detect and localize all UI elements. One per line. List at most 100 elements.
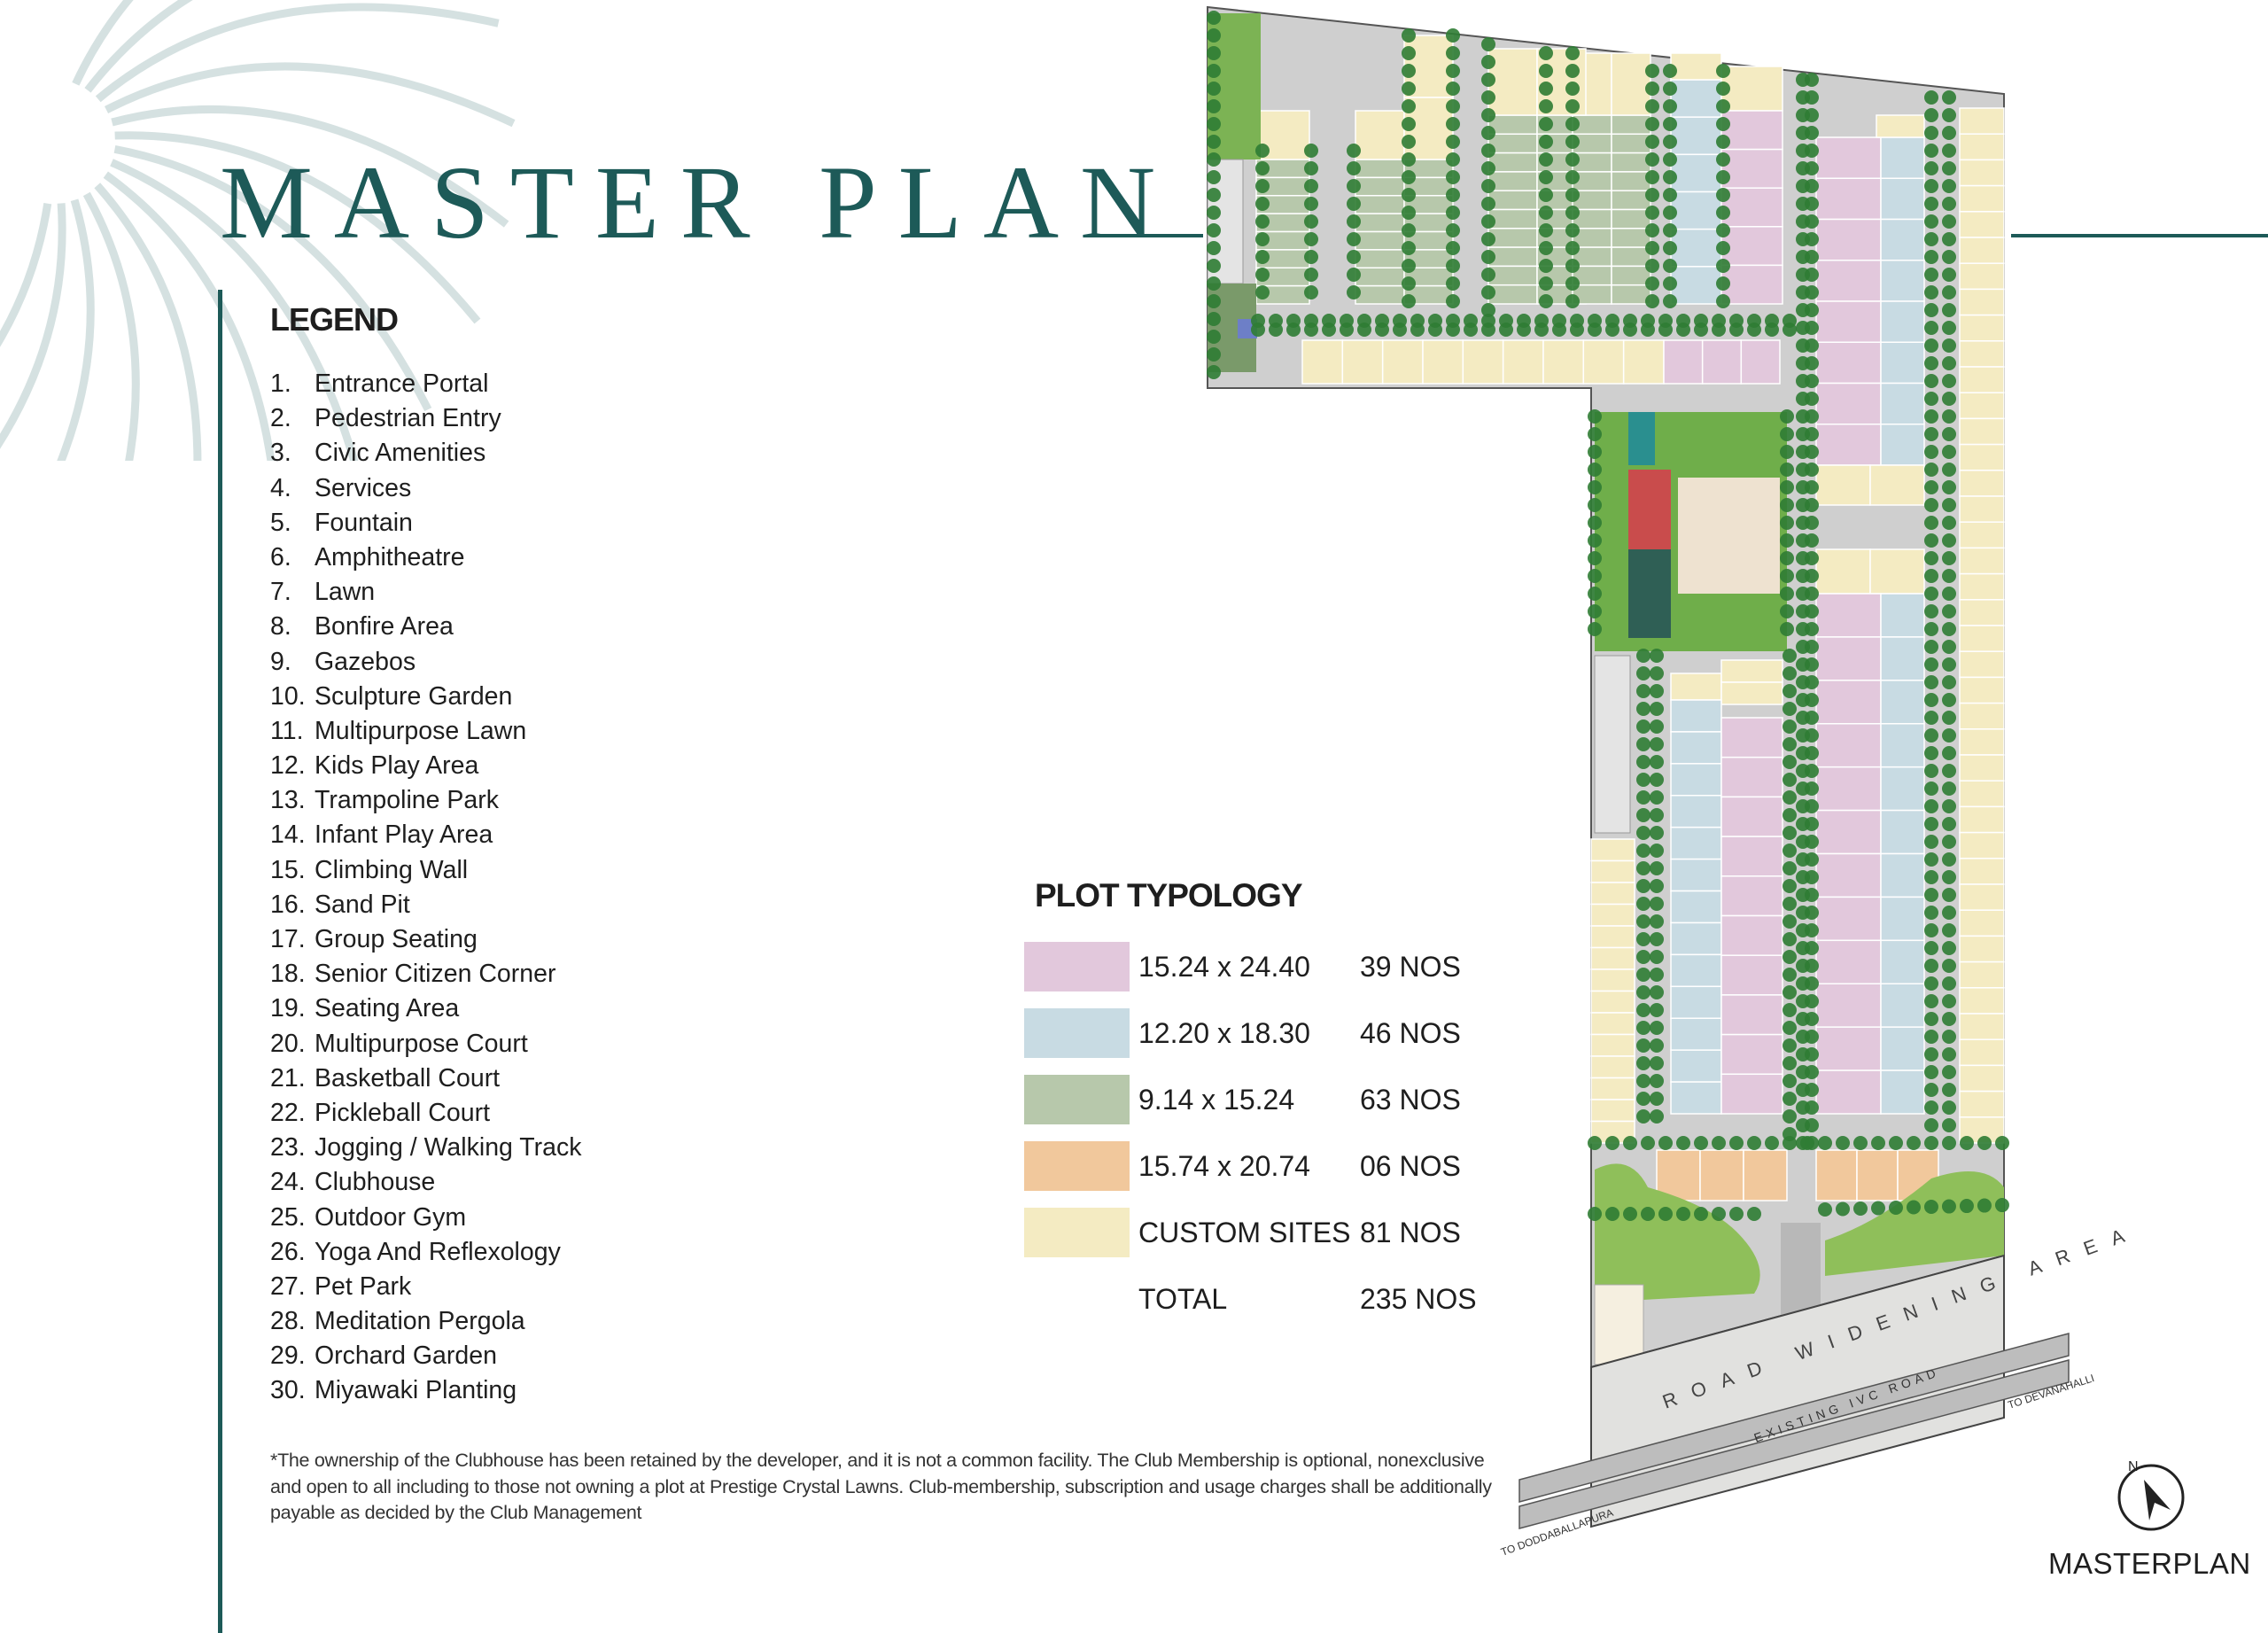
- plot: [1670, 266, 1722, 305]
- plot: [1487, 246, 1538, 268]
- legend-item: 19. Seating Area: [270, 991, 582, 1026]
- plot: [1670, 763, 1722, 797]
- plot: [1959, 650, 2005, 679]
- tree-row: [1818, 1198, 2011, 1217]
- legend-item-number: 2.: [270, 404, 291, 433]
- plot: [1959, 340, 2005, 368]
- plot: [1720, 148, 1783, 189]
- plot-size: 15.74 x 20.74: [1138, 1149, 1310, 1182]
- legend-item-label: Lawn: [315, 578, 376, 607]
- existing-road-lane: [1518, 1359, 2070, 1529]
- plot: [1959, 831, 2005, 859]
- plot: [1959, 288, 2005, 316]
- legend-item-label: Climbing Wall: [315, 855, 469, 884]
- plot: [1590, 903, 1635, 927]
- plot: [1590, 1033, 1635, 1057]
- plot: [1869, 548, 1925, 595]
- plot: [1355, 195, 1405, 214]
- plot: [1670, 1081, 1722, 1115]
- legend-item-label: Yoga And Reflexology: [315, 1237, 561, 1266]
- color-swatch: [1024, 942, 1130, 991]
- plot: [1815, 723, 1882, 768]
- legend-item-label: Clubhouse: [315, 1168, 436, 1197]
- plot: [1487, 265, 1538, 286]
- plot: [1611, 52, 1651, 116]
- plot: [1959, 470, 2005, 497]
- color-swatch: [1024, 1208, 1130, 1257]
- plot-count: 63 NOS: [1360, 1083, 1461, 1116]
- legend-item: 3. Civic Amenities: [270, 436, 582, 470]
- legend-item-number: 29.: [270, 1341, 306, 1371]
- plot: [1487, 190, 1538, 211]
- plot: [1959, 572, 2005, 601]
- plot: [1880, 424, 1925, 466]
- plot: [1815, 896, 1882, 942]
- plot: [1959, 702, 2005, 730]
- compass-north-letter: N: [2128, 1459, 2139, 1474]
- legend-item-label: Jogging / Walking Track: [315, 1133, 582, 1163]
- plot: [1487, 228, 1538, 248]
- legend-item: 21. Basketball Court: [270, 1061, 582, 1096]
- plot: [1720, 1033, 1783, 1076]
- legend-item-label: Outdoor Gym: [315, 1202, 467, 1232]
- plot: [1959, 392, 2005, 420]
- plot: [1815, 136, 1882, 179]
- plot: [1590, 1099, 1635, 1123]
- plot: [1815, 260, 1882, 302]
- plot: [1355, 267, 1405, 287]
- plot: [1590, 968, 1635, 992]
- plot-typology-heading: PLOT TYPOLOGY: [1035, 877, 1303, 914]
- plot: [1502, 339, 1544, 385]
- plot: [1590, 1055, 1635, 1079]
- legend-item: 27. Pet Park: [270, 1270, 582, 1304]
- clubhouse: [1678, 478, 1780, 594]
- legend-item: 22. Pickleball Court: [270, 1096, 582, 1131]
- sunburst-ray: [113, 144, 432, 412]
- plot: [1876, 114, 1925, 138]
- plot: [1959, 211, 2005, 238]
- legend-item: 2. Pedestrian Entry: [270, 401, 582, 436]
- plot: [1815, 1026, 1882, 1071]
- plot: [1670, 52, 1722, 81]
- legend-item: 15. Climbing Wall: [270, 853, 582, 888]
- legend-item-label: Bonfire Area: [315, 612, 454, 642]
- plot: [1590, 838, 1635, 862]
- plot: [1880, 136, 1925, 179]
- plot: [1611, 152, 1651, 173]
- plot: [1959, 262, 2005, 291]
- plot: [1341, 339, 1384, 385]
- plot: [1959, 1090, 2005, 1118]
- plot: [1880, 636, 1925, 681]
- plot: [1959, 366, 2005, 393]
- title-rule-right: [2011, 234, 2268, 237]
- plot: [1590, 882, 1635, 906]
- legend-item-label: Meditation Pergola: [315, 1307, 525, 1336]
- legend-item-number: 19.: [270, 994, 306, 1023]
- legend-item-number: 18.: [270, 960, 306, 989]
- legend-item: 25. Outdoor Gym: [270, 1201, 582, 1235]
- sunburst-ray: [111, 105, 509, 228]
- legend-item-number: 25.: [270, 1202, 306, 1232]
- plot: [1670, 699, 1722, 733]
- plot-typology-row: 15.24 x 24.40 39 NOS: [1024, 942, 1461, 991]
- legend-item: 6. Amphitheatre: [270, 540, 582, 575]
- plot: [1815, 852, 1882, 898]
- legend-item-label: Sand Pit: [315, 890, 410, 919]
- plot: [1815, 766, 1882, 812]
- plot: [1663, 339, 1704, 385]
- plot: [1590, 859, 1635, 883]
- sunburst-ray: [72, 0, 134, 86]
- plot: [1720, 66, 1783, 112]
- color-swatch: [1024, 1008, 1130, 1058]
- legend-item: 14. Infant Play Area: [270, 818, 582, 852]
- plot-typology-row: 15.74 x 20.74 06 NOS: [1024, 1141, 1461, 1191]
- plot: [1815, 939, 1882, 985]
- color-swatch: [1024, 1141, 1130, 1191]
- plot: [1487, 48, 1538, 116]
- legend-item-label: Senior Citizen Corner: [315, 960, 556, 989]
- plot: [1487, 208, 1538, 229]
- plot: [1487, 114, 1538, 136]
- legend-item-number: 17.: [270, 925, 306, 953]
- legend-item-number: 26.: [270, 1237, 306, 1266]
- plot: [1487, 171, 1538, 191]
